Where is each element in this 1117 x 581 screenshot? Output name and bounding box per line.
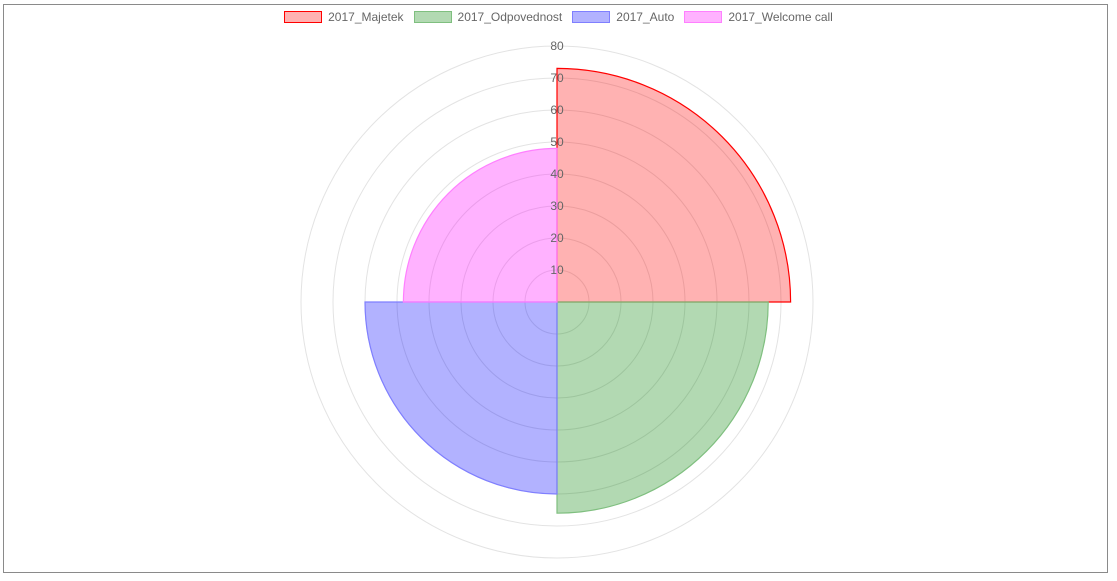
legend-item-majetek[interactable]: 2017_Majetek	[284, 10, 404, 24]
tick-label-10: 10	[550, 263, 564, 277]
legend-item-auto[interactable]: 2017_Auto	[572, 10, 674, 24]
tick-label-20: 20	[550, 231, 564, 245]
legend-label-welcome-call: 2017_Welcome call	[728, 10, 833, 24]
legend-label-odpovednost: 2017_Odpovednost	[457, 10, 563, 24]
tick-label-40: 40	[550, 167, 564, 181]
radial-tick-labels: 10 20 30 40 50 60 70 80	[550, 39, 564, 277]
tick-label-30: 30	[550, 199, 564, 213]
grid-circle-80	[300, 45, 814, 559]
legend-item-welcome-call[interactable]: 2017_Welcome call	[684, 10, 833, 24]
tick-label-50: 50	[550, 135, 564, 149]
legend-swatch-auto	[572, 11, 611, 23]
legend-swatch-majetek	[284, 11, 323, 23]
tick-label-80: 80	[550, 39, 564, 53]
sector-2017-auto[interactable]	[364, 301, 558, 495]
legend-label-auto: 2017_Auto	[616, 10, 675, 24]
tick-label-60: 60	[550, 103, 564, 117]
chart-legend: 2017_Majetek 2017_Odpovednost 2017_Auto …	[0, 10, 1117, 24]
legend-label-majetek: 2017_Majetek	[328, 10, 404, 24]
sector-2017-welcome-call[interactable]	[402, 147, 558, 303]
chart-frame	[3, 4, 1108, 573]
sector-2017-majetek[interactable]	[556, 67, 792, 303]
tick-label-70: 70	[550, 71, 564, 85]
sector-2017-odpovednost[interactable]	[556, 301, 769, 514]
polar-sectors	[364, 67, 792, 514]
legend-swatch-welcome-call	[684, 11, 723, 23]
legend-item-odpovednost[interactable]: 2017_Odpovednost	[413, 10, 563, 24]
legend-swatch-odpovednost	[413, 11, 452, 23]
